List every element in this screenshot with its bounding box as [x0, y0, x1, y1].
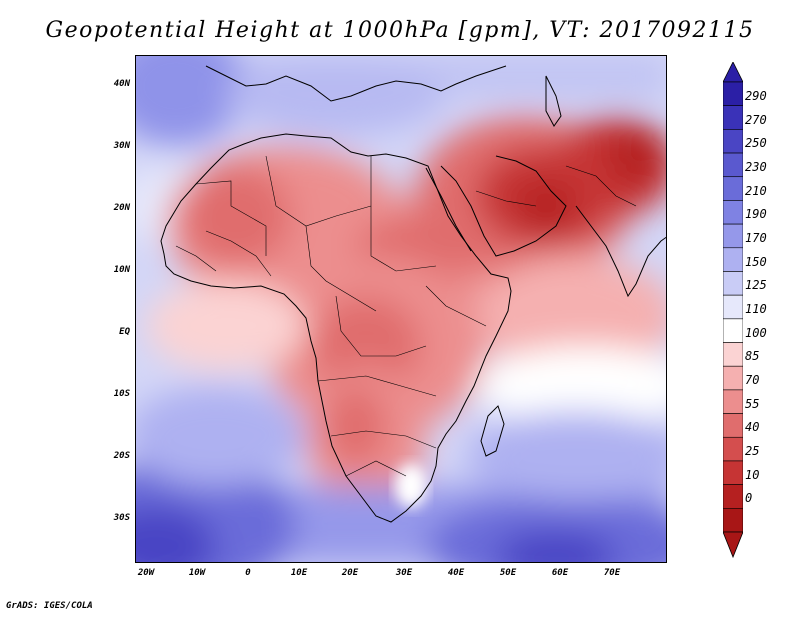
colorbar-swatch	[723, 247, 743, 272]
lat-tick-label: 30N	[113, 141, 130, 151]
colorbar-swatch	[723, 129, 743, 154]
colorbar-level-label: 85	[745, 349, 760, 364]
colorbar-level-label: 125	[745, 278, 767, 293]
europe-coastline	[205, 65, 507, 102]
colorbar-swatch	[723, 365, 743, 391]
lon-tick-label: 50E	[499, 568, 517, 578]
colorbar-swatch	[723, 318, 743, 343]
colorbar-level-label: 210	[745, 183, 767, 198]
madagascar-coastline	[480, 405, 505, 457]
caspian-coastline	[545, 75, 562, 127]
colorbar-swatch	[723, 105, 743, 130]
lat-tick-label: 40N	[113, 79, 130, 89]
colorbar-level-label: 100	[745, 325, 767, 340]
colorbar-swatch	[723, 223, 743, 249]
colorbar-level-label: 270	[745, 112, 767, 127]
lat-tick-label: EQ	[119, 327, 130, 337]
lon-tick-label: 70E	[603, 568, 621, 578]
lon-tick-label: 60E	[551, 568, 569, 578]
colorbar-swatch	[723, 176, 743, 201]
colorbar-top-arrow	[723, 62, 743, 83]
colorbar-level-label: 150	[745, 254, 767, 269]
colorbar-swatch	[723, 152, 743, 178]
colorbar-level-label: 290	[745, 88, 767, 103]
colorbar-swatch	[723, 81, 743, 106]
lat-tick-label: 20S	[113, 451, 130, 461]
lat-tick-label: 20N	[113, 203, 130, 213]
lon-tick-label: 20E	[341, 568, 359, 578]
lon-tick-label: 0	[245, 568, 251, 578]
map-title: Geopotential Height at 1000hPa [gpm], VT…	[45, 18, 755, 43]
india-coastline	[575, 205, 666, 298]
colorbar-swatch	[723, 342, 743, 367]
colorbar-swatch	[723, 294, 743, 320]
colorbar-level-label: 0	[745, 491, 753, 506]
africa-coastline	[160, 133, 512, 523]
lon-tick-label: 10W	[188, 568, 206, 578]
lat-tick-label: 10S	[113, 389, 130, 399]
colorbar	[723, 62, 743, 559]
colorbar-level-label: 250	[745, 136, 767, 151]
colorbar-level-label: 190	[745, 207, 767, 222]
colorbar-swatch	[723, 460, 743, 485]
colorbar-level-label: 40	[745, 420, 760, 435]
colorbar-level-label: 170	[745, 230, 767, 245]
colorbar-level-label: 55	[745, 396, 760, 411]
colorbar-level-label: 10	[745, 467, 760, 482]
red-sea-coastline	[425, 167, 472, 252]
lat-tick-label: 10N	[113, 265, 130, 275]
colorbar-swatch	[723, 413, 743, 438]
footer-credit: GrADS: IGES/COLA	[6, 601, 93, 611]
colorbar-swatch	[723, 389, 743, 414]
colorbar-swatch	[723, 508, 743, 533]
colorbar-swatch	[723, 484, 743, 509]
lon-tick-label: 40E	[447, 568, 465, 578]
colorbar-level-label: 110	[745, 302, 767, 316]
colorbar-swatch	[723, 271, 743, 296]
colorbar-level-label: 70	[745, 373, 760, 388]
colorbar-level-label: 230	[745, 159, 767, 174]
colorbar-bottom-arrow	[723, 531, 743, 559]
lon-tick-label: 20W	[137, 568, 155, 578]
colorbar-level-label: 25	[745, 444, 760, 459]
country-borders	[175, 155, 637, 477]
geopotential-field-map	[136, 56, 666, 562]
lon-tick-label: 30E	[395, 568, 413, 578]
coastlines	[160, 65, 666, 523]
map-plot-area	[135, 55, 667, 563]
colorbar-swatch	[723, 200, 743, 225]
colorbar-swatch	[723, 436, 743, 462]
lon-tick-label: 10E	[290, 568, 308, 578]
lat-tick-label: 30S	[113, 513, 130, 523]
arabia-coastline	[440, 155, 567, 257]
